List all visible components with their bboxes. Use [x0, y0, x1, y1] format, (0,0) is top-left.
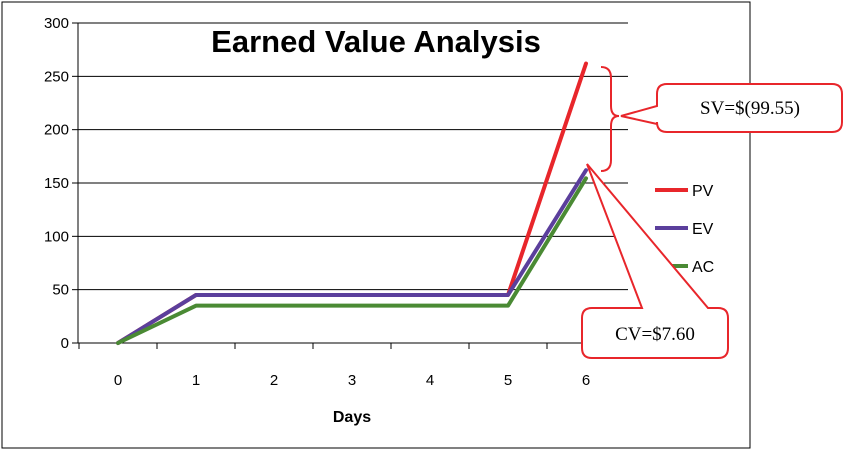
x-tick-label: 6	[582, 372, 590, 389]
y-tick-label: 50	[52, 282, 69, 299]
y-tick-labels: 0 50 100 150 200 250 300	[44, 15, 69, 352]
cv-callout	[581, 163, 729, 359]
gridlines	[72, 22, 628, 344]
series-lines	[116, 61, 588, 345]
x-tick-label: 5	[504, 372, 512, 389]
x-tick-labels: 0 1 2 3 4 5 6	[114, 372, 590, 389]
sv-label: SV=$(99.55)	[700, 98, 800, 119]
series-line-ev	[116, 168, 588, 345]
chart-frame	[1, 1, 751, 449]
y-tick-label: 100	[44, 228, 69, 245]
y-tick-label: 150	[44, 175, 69, 192]
x-tick-label: 2	[270, 372, 278, 389]
y-tick-label: 200	[44, 122, 69, 139]
legend-label-ac: AC	[692, 259, 714, 276]
y-tick-label: 250	[44, 68, 69, 85]
cv-label: CV=$7.60	[615, 324, 695, 345]
series-line-ac	[116, 176, 588, 345]
x-tick-label: 0	[114, 372, 122, 389]
axes	[77, 23, 628, 349]
x-tick-label: 4	[426, 372, 434, 389]
y-tick-label: 0	[61, 335, 69, 352]
legend: PV EV AC	[655, 183, 714, 276]
legend-label-ev: EV	[692, 221, 714, 238]
y-tick-label: 300	[44, 15, 69, 32]
sv-brace	[600, 66, 620, 172]
x-tick-label: 1	[192, 372, 200, 389]
legend-label-pv: PV	[692, 183, 714, 200]
chart-title: Earned Value Analysis	[211, 24, 541, 59]
sv-callout	[620, 83, 843, 133]
x-axis-label: Days	[333, 409, 371, 426]
x-tick-label: 3	[348, 372, 356, 389]
